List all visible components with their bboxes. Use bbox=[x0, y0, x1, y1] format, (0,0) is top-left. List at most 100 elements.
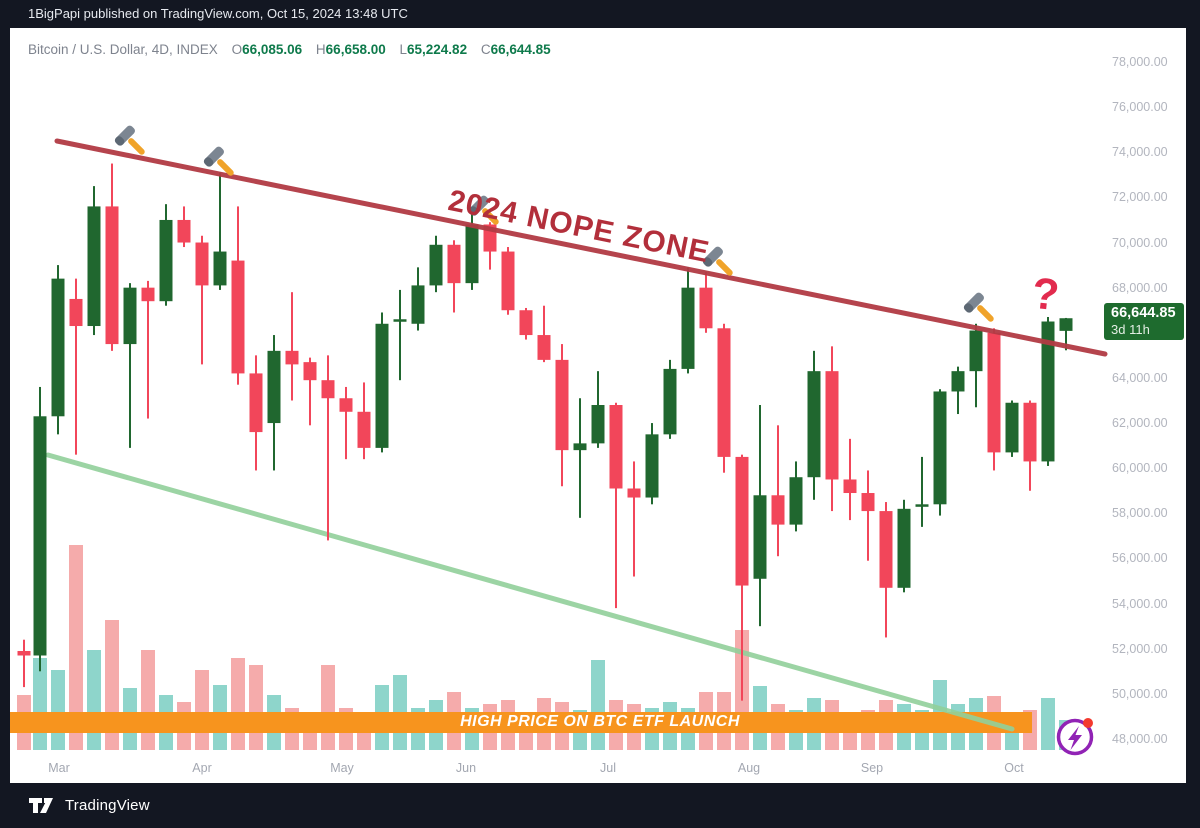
etf-launch-banner-text: HIGH PRICE ON BTC ETF LAUNCH bbox=[460, 713, 740, 730]
ohlc-high: H66,658.00 bbox=[315, 42, 386, 57]
candle-wick bbox=[201, 235, 203, 365]
price-axis-tick: 68,000.00 bbox=[1112, 280, 1168, 295]
ohlc-open: O66,085.06 bbox=[231, 42, 303, 57]
time-axis-month-label: May bbox=[330, 761, 354, 775]
green-support-trendline[interactable] bbox=[45, 452, 1015, 732]
candle-wick bbox=[327, 355, 329, 541]
hammer-icon[interactable] bbox=[202, 145, 240, 183]
hammer-icon[interactable] bbox=[962, 291, 1000, 329]
time-axis-month-label: Sep bbox=[860, 761, 884, 775]
candle-body bbox=[447, 244, 461, 284]
tradingview-brand-text: TradingView bbox=[65, 797, 150, 814]
candle-body bbox=[429, 244, 443, 286]
last-price-value: 66,644.85 bbox=[1111, 305, 1176, 321]
candle-body bbox=[717, 328, 731, 457]
candle-body bbox=[141, 287, 155, 302]
candle-body bbox=[915, 504, 929, 507]
candle-body bbox=[897, 508, 911, 588]
tradingview-watermark[interactable]: TradingView bbox=[28, 797, 150, 814]
candle-body bbox=[33, 416, 47, 656]
hammer-icon[interactable] bbox=[467, 194, 505, 232]
candle-body bbox=[519, 310, 533, 336]
hammer-icon[interactable] bbox=[701, 245, 739, 283]
time-axis-month-label: Jun bbox=[455, 761, 477, 775]
candle-body bbox=[249, 373, 263, 433]
candle-wick bbox=[615, 402, 617, 609]
candle-body bbox=[663, 368, 677, 435]
price-axis-tick: 74,000.00 bbox=[1112, 145, 1168, 160]
price-axis-tick: 58,000.00 bbox=[1112, 506, 1168, 521]
candle-body bbox=[771, 495, 785, 525]
candle-body bbox=[69, 298, 83, 327]
candle-body bbox=[501, 251, 515, 311]
candle-wick bbox=[579, 398, 581, 518]
candle-body bbox=[17, 650, 31, 656]
volume-bar bbox=[1041, 698, 1055, 750]
price-axis-tick: 76,000.00 bbox=[1112, 100, 1168, 115]
candle-body bbox=[591, 405, 605, 444]
candle-body bbox=[609, 405, 623, 489]
candle-body bbox=[177, 219, 191, 243]
symbol-header: Bitcoin / U.S. Dollar, 4D, INDEX O66,085… bbox=[28, 42, 551, 57]
volume-bar bbox=[69, 545, 83, 750]
candle-body bbox=[303, 362, 317, 381]
candle-body bbox=[1059, 318, 1073, 331]
candle-body bbox=[1005, 402, 1019, 453]
candle-wick bbox=[129, 283, 131, 448]
candle-body bbox=[195, 242, 209, 286]
hammer-icon[interactable] bbox=[113, 124, 151, 162]
candle-wick bbox=[345, 386, 347, 460]
hammer-icons-group bbox=[113, 124, 1000, 329]
candle-wick bbox=[921, 456, 923, 527]
lightning-bolt-badge-icon[interactable] bbox=[1056, 718, 1094, 756]
symbol-title[interactable]: Bitcoin / U.S. Dollar, 4D, INDEX bbox=[28, 42, 218, 57]
nope-zone-trendline[interactable] bbox=[54, 138, 1108, 357]
candle-wick bbox=[777, 425, 779, 557]
candle-wick bbox=[147, 280, 149, 419]
candle-wick bbox=[399, 289, 401, 381]
candle-wick bbox=[309, 357, 311, 426]
candle-body bbox=[969, 330, 983, 372]
ohlc-close: C66,644.85 bbox=[480, 42, 551, 57]
candle-body bbox=[951, 371, 965, 392]
candle-body bbox=[555, 359, 569, 451]
last-price-label: 66,644.85 3d 11h bbox=[1104, 303, 1184, 340]
question-mark-annotation[interactable]: ? bbox=[1029, 268, 1062, 321]
price-axis-tick: 48,000.00 bbox=[1112, 732, 1168, 746]
price-axis-tick: 72,000.00 bbox=[1112, 190, 1168, 205]
candle-body bbox=[465, 224, 479, 284]
candle-body bbox=[627, 488, 641, 498]
candle-body bbox=[807, 371, 821, 478]
candle-wick bbox=[543, 305, 545, 363]
ohlc-low: L65,224.82 bbox=[399, 42, 468, 57]
price-axis-tick: 70,000.00 bbox=[1112, 235, 1168, 250]
etf-launch-band[interactable] bbox=[10, 712, 1032, 733]
candle-wick bbox=[23, 639, 25, 688]
candle-body bbox=[393, 319, 407, 322]
candle-body bbox=[537, 335, 551, 360]
candle-body bbox=[321, 380, 335, 399]
candle-body bbox=[285, 350, 299, 365]
time-axis-month-label: Jul bbox=[600, 761, 616, 775]
candle-body bbox=[933, 391, 947, 505]
candle-wick bbox=[633, 461, 635, 577]
candle-body bbox=[213, 251, 227, 286]
candle-body bbox=[681, 287, 695, 369]
price-axis-tick: 56,000.00 bbox=[1112, 551, 1168, 566]
price-axis-tick: 52,000.00 bbox=[1112, 641, 1168, 656]
candle-wick bbox=[219, 172, 221, 290]
candle-wick bbox=[75, 278, 77, 455]
price-axis-tick: 50,000.00 bbox=[1112, 686, 1168, 701]
candle-body bbox=[231, 260, 245, 374]
price-axis-tick: 54,000.00 bbox=[1112, 596, 1168, 611]
candle-body bbox=[1023, 402, 1037, 462]
candle-body bbox=[987, 332, 1001, 453]
candle-body bbox=[573, 443, 587, 451]
candle-body bbox=[735, 456, 749, 586]
candle-body bbox=[699, 287, 713, 329]
candle-body bbox=[105, 206, 119, 345]
time-axis-month-label: Oct bbox=[1004, 761, 1024, 775]
candle-body bbox=[789, 477, 803, 525]
